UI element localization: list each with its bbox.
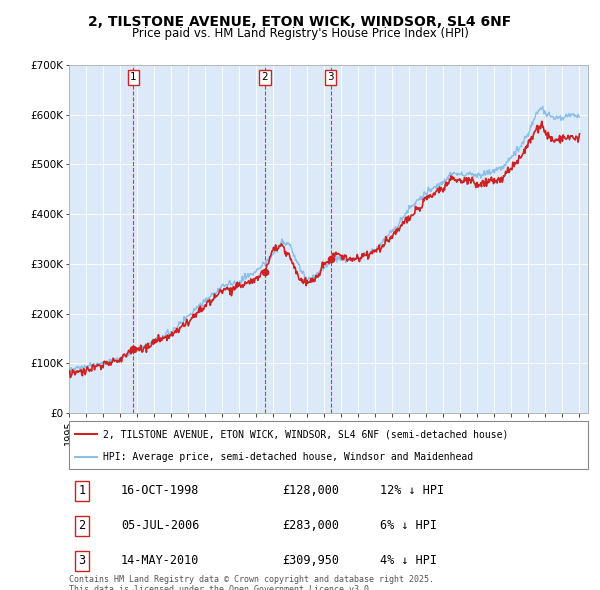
Text: 4% ↓ HPI: 4% ↓ HPI (380, 554, 437, 568)
Text: 2: 2 (79, 519, 86, 532)
Text: 14-MAY-2010: 14-MAY-2010 (121, 554, 199, 568)
Text: 1: 1 (79, 484, 86, 497)
Text: Contains HM Land Registry data © Crown copyright and database right 2025.
This d: Contains HM Land Registry data © Crown c… (69, 575, 434, 590)
Text: HPI: Average price, semi-detached house, Windsor and Maidenhead: HPI: Average price, semi-detached house,… (103, 452, 473, 462)
Text: 3: 3 (327, 73, 334, 83)
Text: 2, TILSTONE AVENUE, ETON WICK, WINDSOR, SL4 6NF: 2, TILSTONE AVENUE, ETON WICK, WINDSOR, … (88, 15, 512, 29)
Text: £309,950: £309,950 (282, 554, 339, 568)
FancyBboxPatch shape (69, 421, 588, 469)
Text: 12% ↓ HPI: 12% ↓ HPI (380, 484, 445, 497)
Text: 2, TILSTONE AVENUE, ETON WICK, WINDSOR, SL4 6NF (semi-detached house): 2, TILSTONE AVENUE, ETON WICK, WINDSOR, … (103, 429, 508, 439)
Text: £128,000: £128,000 (282, 484, 339, 497)
Text: 2: 2 (262, 73, 268, 83)
Text: 16-OCT-1998: 16-OCT-1998 (121, 484, 199, 497)
Text: 6% ↓ HPI: 6% ↓ HPI (380, 519, 437, 532)
Text: 1: 1 (130, 73, 137, 83)
Text: Price paid vs. HM Land Registry's House Price Index (HPI): Price paid vs. HM Land Registry's House … (131, 27, 469, 40)
Text: £283,000: £283,000 (282, 519, 339, 532)
Text: 3: 3 (79, 554, 86, 568)
Text: 05-JUL-2006: 05-JUL-2006 (121, 519, 199, 532)
